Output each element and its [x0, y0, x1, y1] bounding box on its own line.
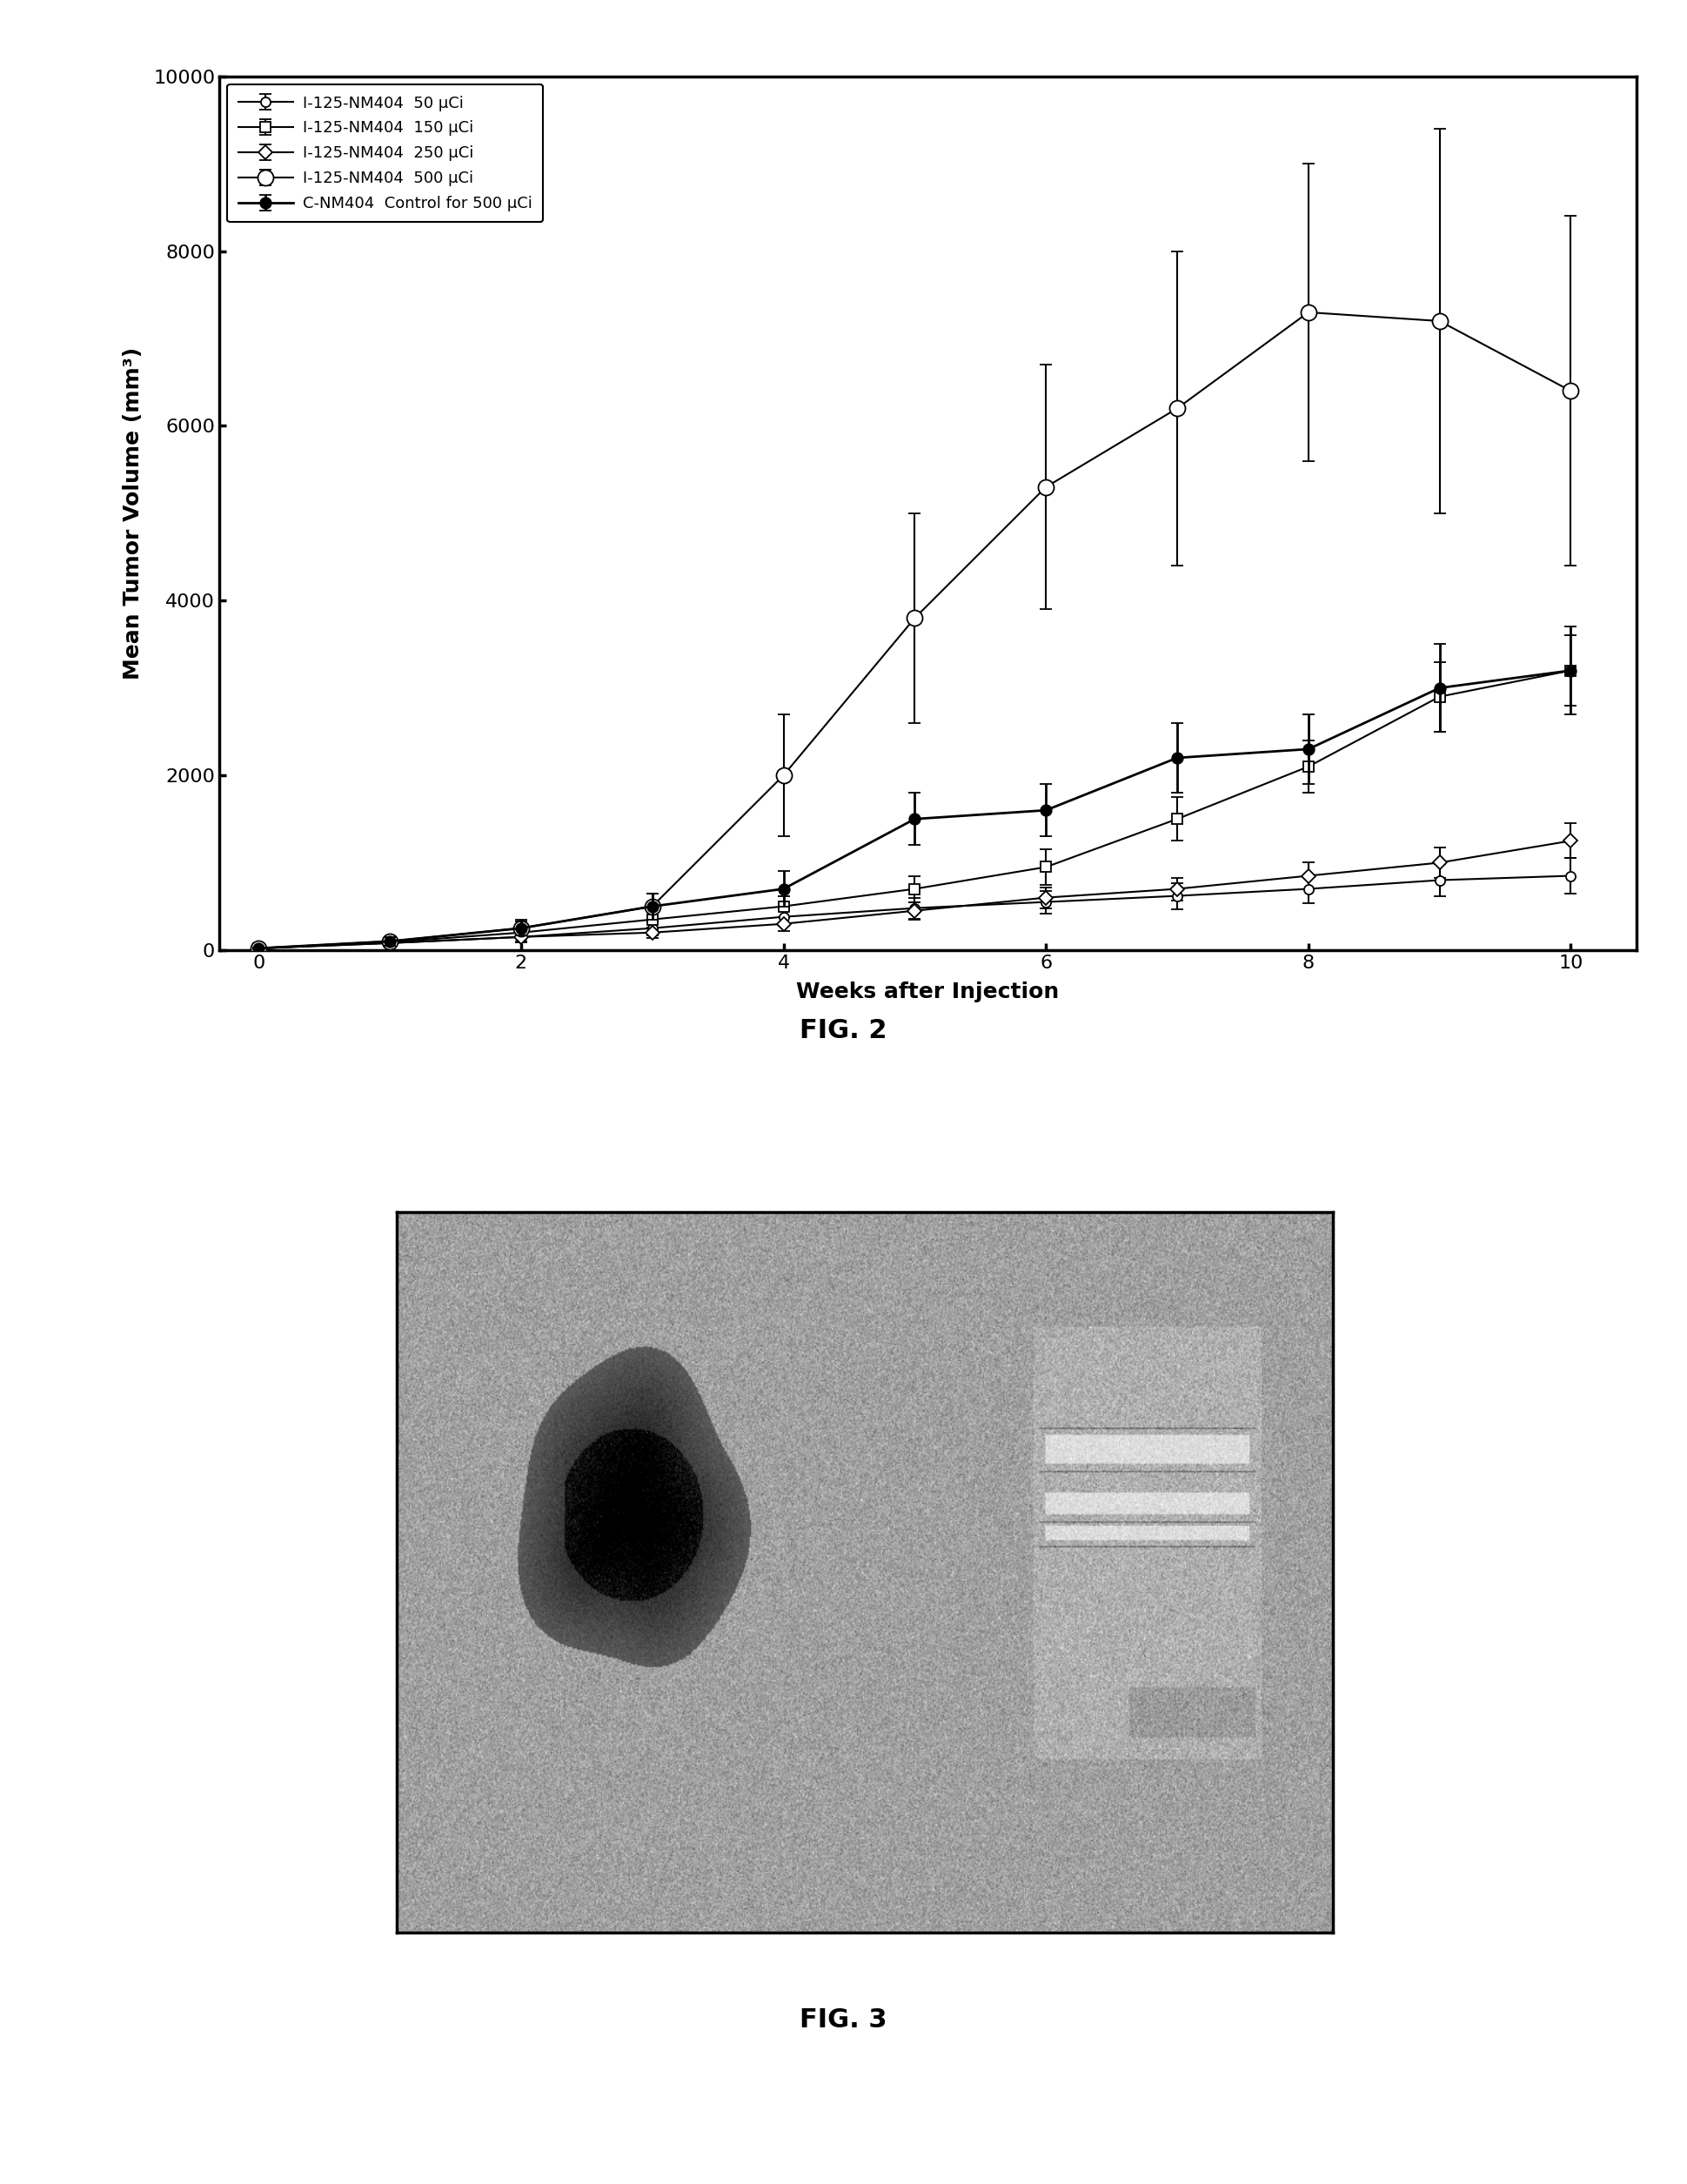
Y-axis label: Mean Tumor Volume (mm³): Mean Tumor Volume (mm³): [123, 347, 143, 679]
Legend: I-125-NM404  50 μCi, I-125-NM404  150 μCi, I-125-NM404  250 μCi, I-125-NM404  50: I-125-NM404 50 μCi, I-125-NM404 150 μCi,…: [228, 85, 543, 223]
Text: FIG. 3: FIG. 3: [800, 2007, 887, 2033]
X-axis label: Weeks after Injection: Weeks after Injection: [796, 981, 1059, 1002]
Text: FIG. 2: FIG. 2: [800, 1018, 887, 1044]
